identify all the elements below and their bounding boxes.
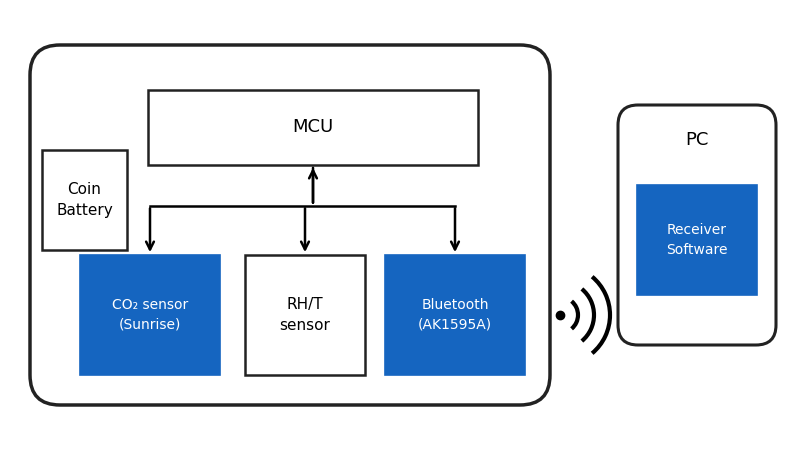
Text: RH/T
sensor: RH/T sensor [279,297,330,333]
Text: PC: PC [686,131,709,149]
Bar [80,255,220,375]
Bar [245,255,365,375]
Bar [42,150,127,250]
Text: MCU: MCU [292,118,334,136]
Text: Bluetooth
(AK1595A): Bluetooth (AK1595A) [418,298,492,332]
Bar [148,90,478,165]
Text: Receiver
Software: Receiver Software [666,223,728,257]
FancyBboxPatch shape [618,105,776,345]
Bar [385,255,525,375]
FancyBboxPatch shape [30,45,550,405]
Text: Coin
Battery: Coin Battery [56,182,113,218]
Bar [637,185,757,295]
Text: CO₂ sensor
(Sunrise): CO₂ sensor (Sunrise) [112,298,188,332]
